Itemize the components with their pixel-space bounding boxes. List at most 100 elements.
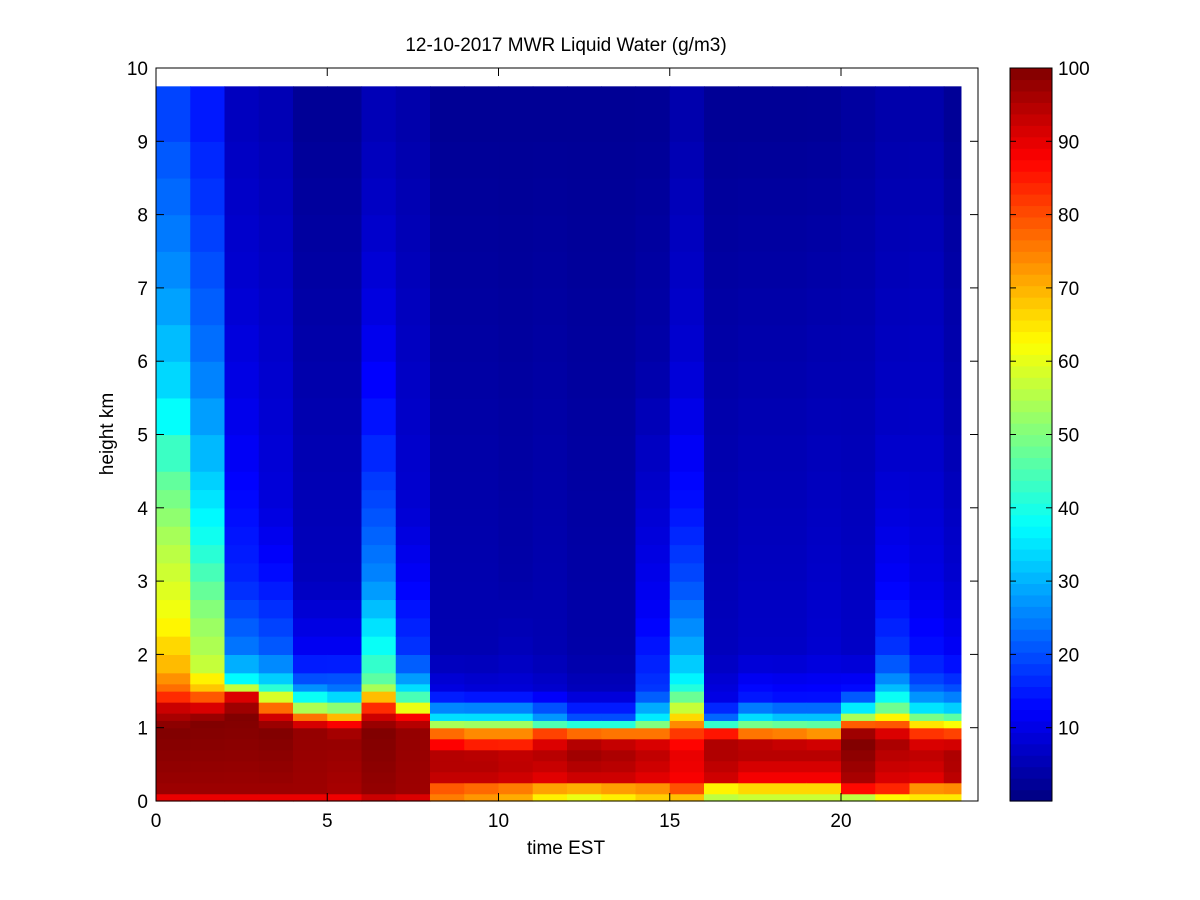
heatmap-cell [464, 771, 500, 784]
heatmap-cell [772, 471, 808, 491]
heatmap-cell [704, 782, 739, 795]
heatmap-cell [875, 507, 911, 527]
heatmap-cell [704, 544, 739, 564]
heatmap-cell [943, 636, 962, 655]
heatmap-cell [704, 361, 739, 399]
heatmap-cell [361, 793, 397, 802]
heatmap-cell [567, 86, 602, 142]
heatmap-cell [567, 727, 602, 740]
heatmap-cell [738, 581, 774, 601]
heatmap-cell [772, 434, 808, 472]
heatmap-cell [601, 720, 637, 729]
heatmap-cell [909, 683, 945, 692]
heatmap-cell [841, 771, 876, 784]
heatmap-cell [841, 562, 876, 582]
heatmap-cell [772, 617, 808, 637]
y-tick-label: 8 [137, 206, 148, 227]
heatmap-cell [704, 214, 739, 252]
heatmap-cell [669, 324, 705, 362]
heatmap-cell [635, 793, 671, 802]
heatmap-cell [532, 397, 568, 436]
heatmap-cell [909, 251, 945, 289]
heatmap-cell [190, 489, 226, 509]
heatmap-cell [943, 654, 962, 674]
heatmap-cell [635, 361, 671, 399]
heatmap-cell [395, 581, 431, 601]
heatmap-cell [875, 738, 911, 751]
heatmap-cell [943, 581, 962, 601]
heatmap-cell [190, 177, 226, 216]
heatmap-cell [293, 397, 328, 436]
x-tick-label: 10 [488, 811, 509, 832]
heatmap-cell [601, 544, 637, 564]
heatmap-cell [635, 287, 671, 326]
heatmap-cell [361, 324, 397, 362]
heatmap-cell [875, 251, 911, 289]
heatmap-cell [909, 434, 945, 472]
heatmap-cell [772, 727, 808, 740]
heatmap-cell [361, 702, 397, 714]
heatmap-cell [806, 654, 842, 674]
heatmap-cell [601, 760, 637, 773]
heatmap-cell [532, 738, 568, 751]
heatmap-cell [532, 324, 568, 362]
heatmap-cell [532, 141, 568, 179]
heatmap-cell [772, 581, 808, 601]
heatmap-cell [601, 324, 637, 362]
heatmap-cell [806, 713, 842, 721]
heatmap-cell [190, 720, 226, 729]
heatmap-cell [738, 324, 774, 362]
heatmap-cell [361, 782, 397, 795]
heatmap-cell [532, 507, 568, 527]
heatmap-cell [190, 727, 226, 740]
heatmap-cell [841, 683, 876, 692]
heatmap-cell [635, 599, 671, 619]
heatmap-cell [806, 727, 842, 740]
colorbar-band [1010, 239, 1052, 252]
heatmap-cell [704, 581, 739, 601]
heatmap-cell [772, 793, 808, 802]
heatmap-cell [395, 782, 431, 795]
heatmap-cell [464, 749, 500, 762]
heatmap-cell [258, 544, 294, 564]
heatmap-cell [224, 544, 260, 564]
heatmap-cell [464, 617, 500, 637]
heatmap-cell [327, 702, 363, 714]
heatmap-cell [258, 782, 294, 795]
heatmap-cell [943, 727, 962, 740]
heatmap-cell [498, 720, 534, 729]
heatmap-cell [361, 397, 397, 436]
heatmap-cell [875, 782, 911, 795]
heatmap-cell [601, 361, 637, 399]
heatmap-cell [841, 507, 876, 527]
heatmap-cell [190, 434, 226, 472]
heatmap-cell [190, 793, 226, 802]
heatmap-cell [943, 782, 962, 795]
heatmap-cell [532, 361, 568, 399]
heatmap-cell [293, 727, 328, 740]
colorbar-band [1010, 640, 1052, 653]
colorbar-band [1010, 274, 1052, 287]
heatmap-cell [361, 86, 397, 142]
heatmap-cell [224, 702, 260, 714]
heatmap-cell [190, 749, 226, 762]
heatmap-cell [806, 471, 842, 491]
heatmap-cell [464, 760, 500, 773]
heatmap-cell [430, 397, 465, 436]
heatmap-cell [327, 214, 363, 252]
heatmap-cell [224, 738, 260, 751]
heatmap-cell [943, 397, 962, 436]
heatmap-cell [224, 562, 260, 582]
heatmap-cell [772, 214, 808, 252]
y-tick-label: 5 [137, 426, 148, 447]
heatmap-cell [601, 287, 637, 326]
heatmap-cell [943, 361, 962, 399]
heatmap-cell [395, 771, 431, 784]
heatmap-cell [464, 434, 500, 472]
heatmap-cell [464, 654, 500, 674]
heatmap-cell [532, 636, 568, 655]
colorbar-band [1010, 445, 1052, 458]
heatmap-cell [190, 287, 226, 326]
heatmap-cell [224, 683, 260, 692]
heatmap-cell [635, 749, 671, 762]
